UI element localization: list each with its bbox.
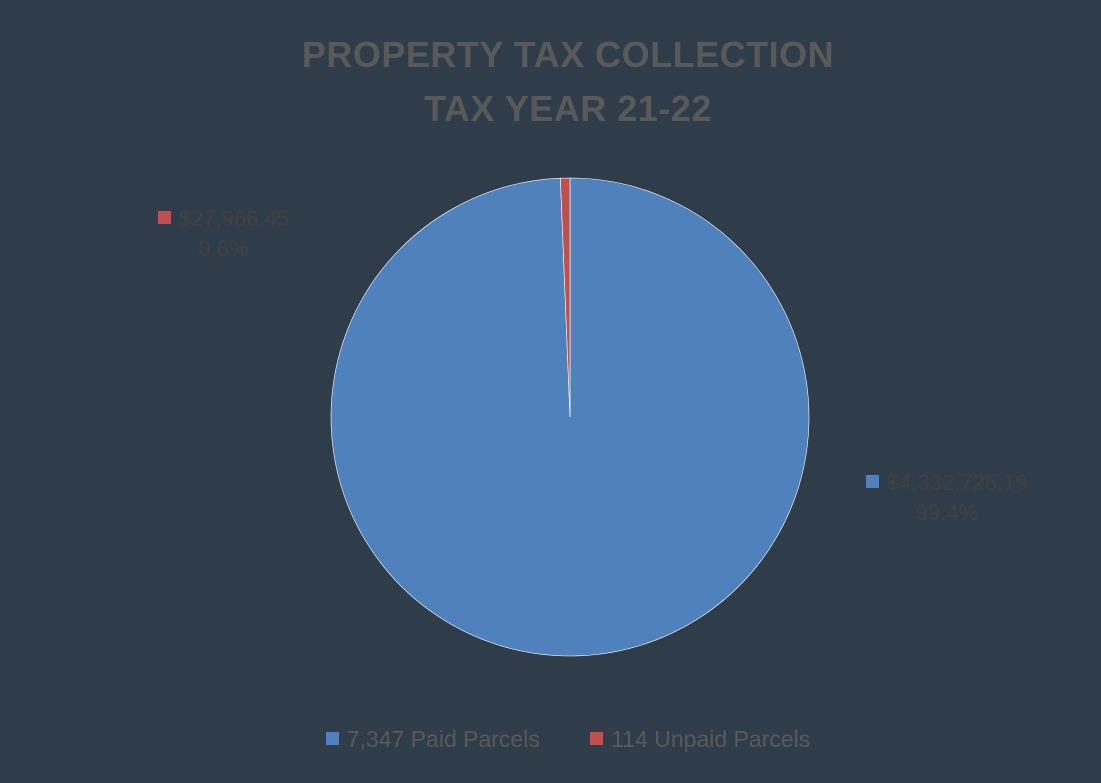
pie-slice-unpaid[interactable] [560, 177, 571, 418]
paid-percent-label: 99.4% [915, 500, 979, 525]
unpaid-value-label: $27,966.45 [179, 206, 290, 231]
data-label-paid: $4,332,725.19 99.4% [866, 468, 1028, 528]
paid-value-label: $4,332,725.19 [887, 470, 1028, 495]
paid-swatch-icon [866, 475, 879, 488]
legend-unpaid-label: 114 Unpaid Parcels [611, 726, 811, 752]
chart-title: PROPERTY TAX COLLECTION [301, 34, 835, 75]
legend-unpaid-swatch-icon [590, 732, 604, 745]
legend-paid-swatch-icon [325, 732, 339, 745]
unpaid-swatch-icon [158, 211, 171, 224]
unpaid-percent-label: 0.6% [198, 236, 249, 261]
chart-subtitle: TAX YEAR 21-22 [424, 88, 712, 129]
data-label-unpaid: $27,966.45 0.6% [158, 204, 289, 264]
legend-item-paid[interactable]: 7,347 Paid Parcels [325, 726, 540, 753]
legend-paid-label: 7,347 Paid Parcels [346, 726, 540, 752]
legend-item-unpaid[interactable]: 114 Unpaid Parcels [590, 726, 810, 753]
chart-legend: 7,347 Paid Parcels 114 Unpaid Parcels [0, 726, 1101, 753]
